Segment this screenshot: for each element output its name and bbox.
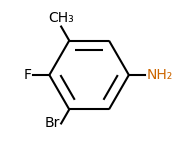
Text: NH₂: NH₂ (146, 68, 173, 82)
Text: CH₃: CH₃ (48, 11, 74, 25)
Text: F: F (24, 68, 32, 82)
Text: Br: Br (44, 116, 60, 130)
